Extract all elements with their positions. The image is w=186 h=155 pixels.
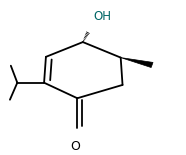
Polygon shape bbox=[121, 58, 153, 68]
Text: O: O bbox=[70, 140, 80, 153]
Text: OH: OH bbox=[93, 10, 111, 23]
